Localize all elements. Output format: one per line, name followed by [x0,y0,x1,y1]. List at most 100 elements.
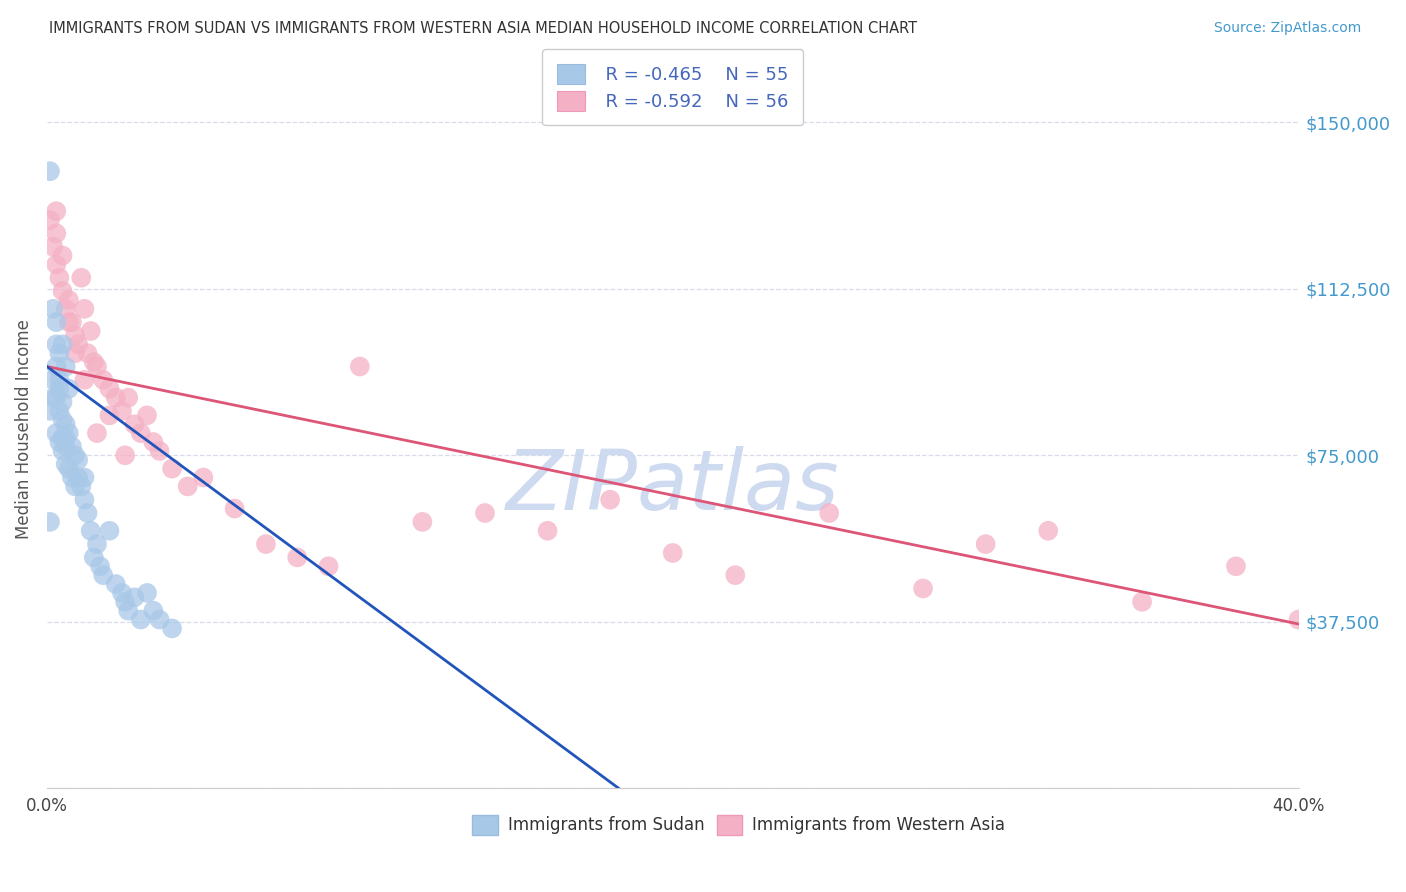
Point [285,550,308,565]
Point [160,622,183,636]
Point [91,568,114,582]
Point [111,586,134,600]
Point [599,492,621,507]
Point [60,439,83,453]
Point [117,391,139,405]
Point [136,409,159,423]
Point [58,315,80,329]
Point [39,404,62,418]
Point [1225,559,1247,574]
Point [51,431,73,445]
Point [80,524,103,538]
Point [39,213,62,227]
Point [48,382,70,396]
Point [86,426,108,441]
Point [129,613,152,627]
Point [193,470,215,484]
Point [51,395,73,409]
Point [63,346,86,360]
Legend:   R = -0.465    N = 55,   R = -0.592    N = 56: R = -0.465 N = 55, R = -0.592 N = 56 [543,49,803,125]
Point [45,315,67,329]
Point [63,328,86,343]
Point [48,373,70,387]
Point [67,452,90,467]
Point [80,324,103,338]
Point [48,270,70,285]
Point [45,426,67,441]
Point [70,270,93,285]
Point [114,448,136,462]
Point [55,301,77,316]
Point [73,301,96,316]
Point [51,413,73,427]
Point [63,479,86,493]
Point [42,391,65,405]
Point [76,506,98,520]
Point [124,417,146,432]
Point [160,461,183,475]
Point [42,301,65,316]
Point [536,524,558,538]
Point [58,461,80,475]
Point [142,604,165,618]
Point [55,359,77,374]
Point [1288,613,1310,627]
Point [148,613,170,627]
Point [254,537,277,551]
Point [42,240,65,254]
Point [51,443,73,458]
Point [51,337,73,351]
Point [76,346,98,360]
Point [55,417,77,432]
Point [67,337,90,351]
Point [51,284,73,298]
Point [349,359,371,374]
Point [73,470,96,484]
Point [67,470,90,484]
Text: Source: ZipAtlas.com: Source: ZipAtlas.com [1213,21,1361,35]
Point [48,346,70,360]
Point [70,479,93,493]
Point [104,577,127,591]
Text: ZIPatlas: ZIPatlas [506,446,839,526]
Point [73,373,96,387]
Point [45,204,67,219]
Point [83,550,105,565]
Point [148,443,170,458]
Point [51,249,73,263]
Point [89,559,111,574]
Text: Immigrants from Western Asia: Immigrants from Western Asia [752,816,1005,834]
Point [136,586,159,600]
Point [1038,524,1060,538]
Point [42,373,65,387]
Point [117,604,139,618]
Point [111,404,134,418]
Point [58,426,80,441]
Point [86,359,108,374]
Point [974,537,997,551]
Point [98,524,121,538]
Point [86,537,108,551]
Point [58,293,80,307]
Point [45,257,67,271]
Point [114,595,136,609]
Point [129,426,152,441]
Point [60,470,83,484]
Point [45,337,67,351]
Point [661,546,683,560]
Point [73,492,96,507]
Point [411,515,433,529]
Point [45,359,67,374]
Point [912,582,935,596]
Point [60,315,83,329]
Point [58,382,80,396]
Point [474,506,496,520]
Point [45,227,67,241]
Point [63,448,86,462]
Point [818,506,841,520]
Text: Immigrants from Sudan: Immigrants from Sudan [508,816,704,834]
Point [83,355,105,369]
Point [55,431,77,445]
Point [1130,595,1153,609]
Point [45,391,67,405]
